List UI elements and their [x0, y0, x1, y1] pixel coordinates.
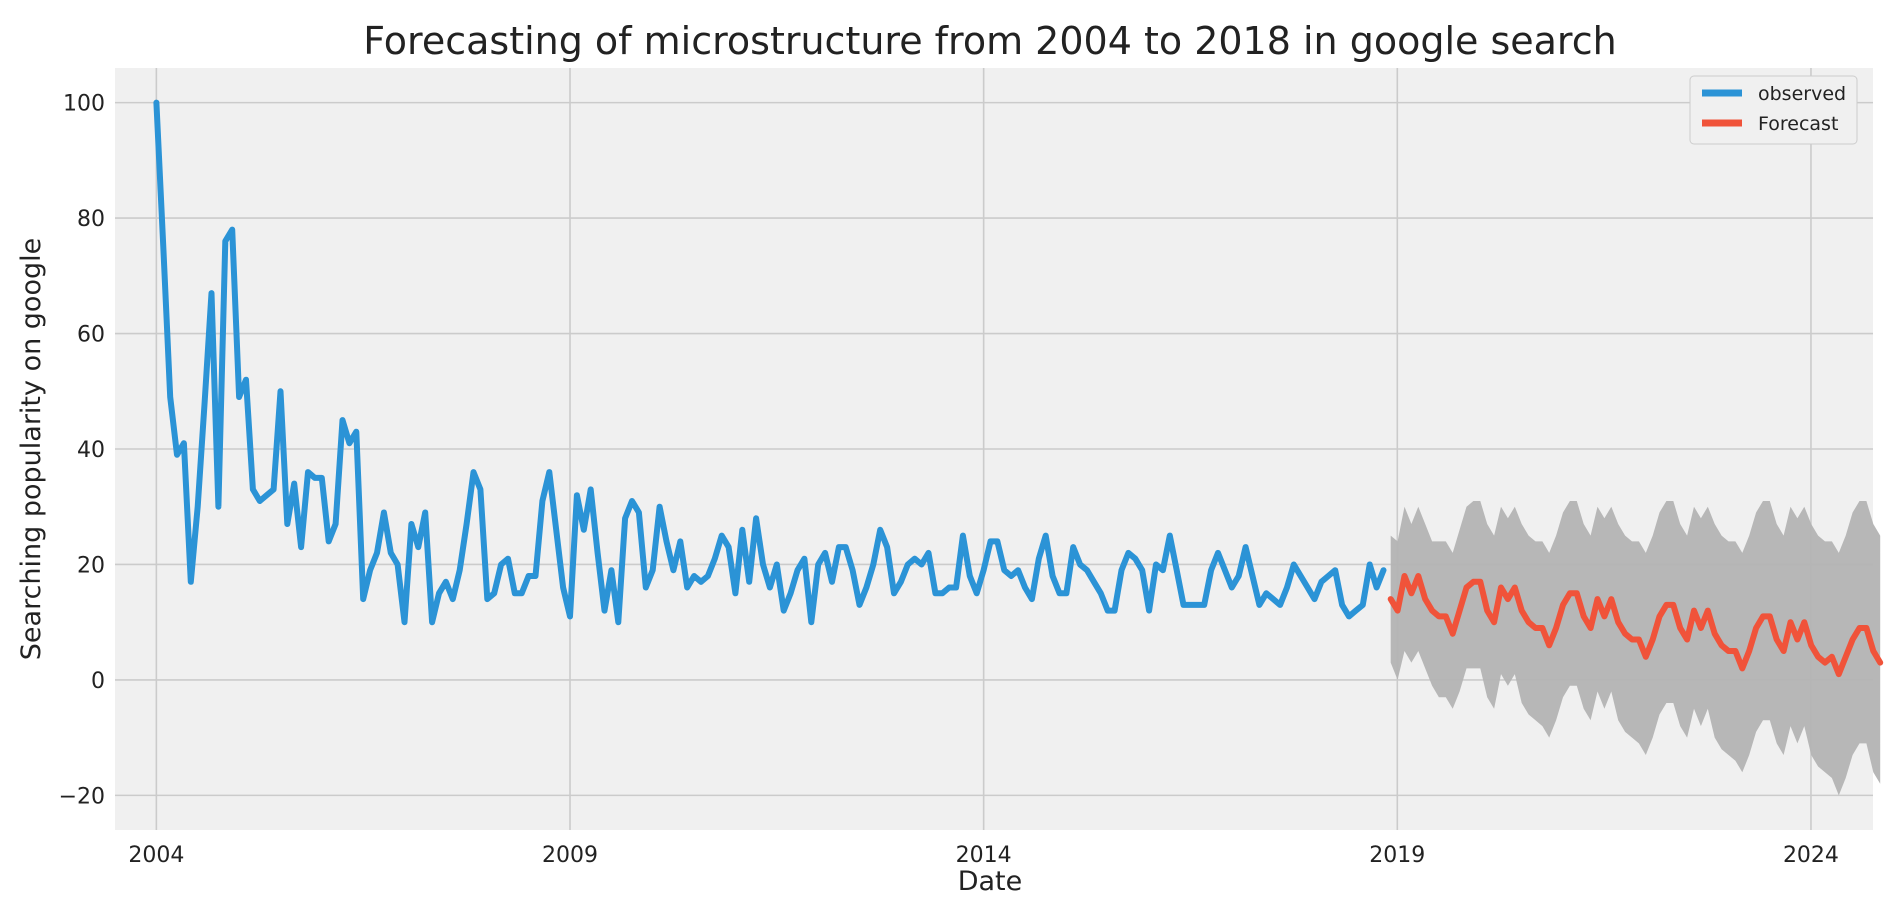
y-tick-label: 40: [77, 438, 105, 463]
y-tick-label: 0: [91, 669, 105, 694]
chart-title: Forecasting of microstructure from 2004 …: [363, 19, 1616, 63]
x-tick-label: 2004: [128, 843, 184, 868]
y-tick-label: 60: [77, 323, 105, 348]
series-line-observed: [153, 99, 1387, 626]
legend-label-observed: observed: [1758, 83, 1846, 105]
series-layer: [153, 99, 1884, 678]
x-tick-label: 2019: [1369, 843, 1425, 868]
x-axis-label: Date: [958, 866, 1023, 897]
legend-label-forecast: Forecast: [1758, 113, 1838, 135]
confidence-band-layer: [1390, 501, 1881, 796]
y-tick-label: 20: [77, 553, 105, 578]
y-tick-label: 100: [63, 92, 105, 117]
grid: [115, 68, 1873, 830]
x-tick-label: 2014: [956, 843, 1012, 868]
tick-labels: −20 0 20 40 60 80 100 2004 2009 2014 2019 2024: [59, 92, 1839, 868]
legend: observed Forecast: [1689, 75, 1858, 145]
y-tick-label: 80: [77, 207, 105, 232]
y-tick-label: −20: [59, 784, 105, 809]
x-tick-label: 2024: [1783, 843, 1839, 868]
y-axis-label: Searching popularity on google: [16, 238, 47, 660]
series-line-forecast: [1387, 573, 1884, 678]
confidence-band: [1390, 501, 1881, 796]
x-tick-label: 2009: [542, 843, 598, 868]
